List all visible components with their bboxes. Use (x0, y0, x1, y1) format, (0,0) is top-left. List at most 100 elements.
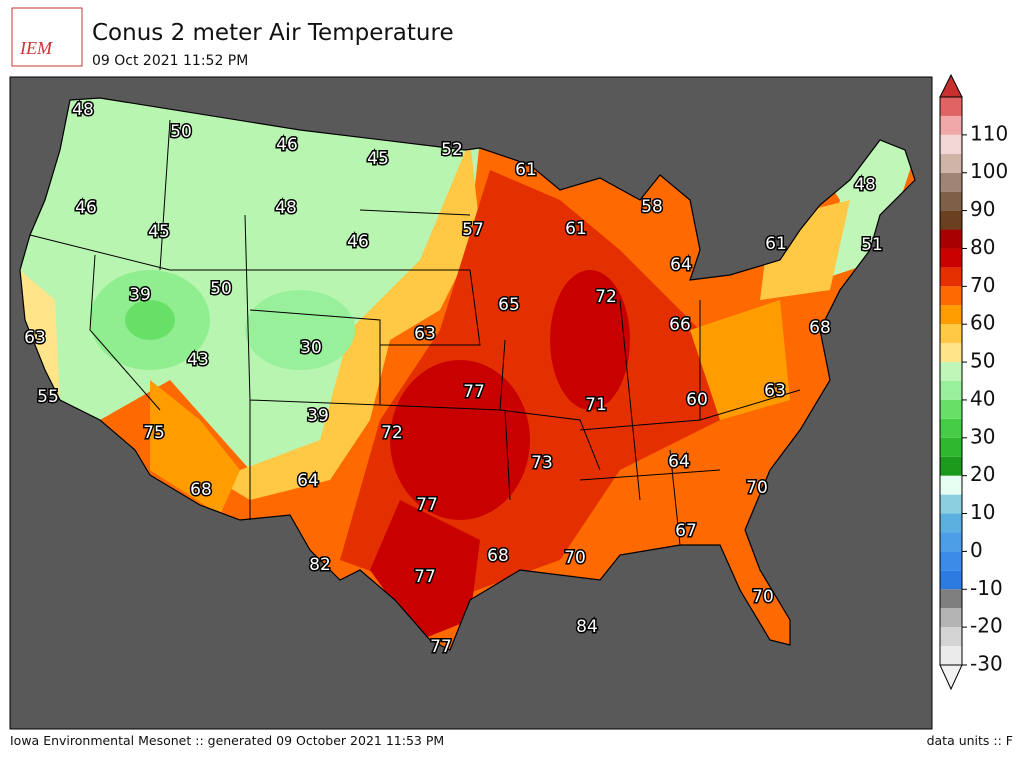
logo: IEM (19, 38, 53, 58)
temperature-label: 65 (498, 295, 520, 315)
footer-left: Iowa Environmental Mesonet :: generated … (10, 733, 444, 748)
colorbar-band (940, 267, 962, 287)
temperature-label: 52 (441, 140, 463, 160)
colorbar-band (940, 305, 962, 325)
temperature-label: 68 (487, 546, 509, 566)
temperature-label: 67 (675, 521, 697, 541)
temperature-label: 64 (297, 471, 319, 491)
colorbar-tick-label: 40 (970, 386, 995, 410)
colorbar-tick-label: 20 (970, 462, 995, 486)
temperature-label: 73 (531, 453, 553, 473)
colorbar-band (940, 324, 962, 344)
colorbar-band (940, 343, 962, 363)
colorbar-tick-label: 90 (970, 197, 995, 221)
temperature-label: 46 (75, 198, 97, 218)
colorbar-band (940, 362, 962, 381)
temperature-label: 61 (565, 219, 587, 239)
colorbar-band (940, 532, 962, 552)
temperature-label: 70 (746, 478, 768, 498)
subtitle: 09 Oct 2021 11:52 PM (92, 53, 248, 69)
colorbar-band (940, 513, 962, 533)
colorbar-tick-label: -20 (970, 614, 1003, 638)
temperature-label: 77 (416, 495, 438, 515)
temperature-label: 68 (809, 318, 831, 338)
colorbar-tick-label: 50 (970, 349, 995, 373)
colorbar-band (940, 134, 962, 154)
temperature-label: 77 (430, 637, 452, 657)
temperature-label: 68 (190, 480, 212, 500)
logo-box (11, 7, 83, 67)
temperature-label: 46 (276, 135, 298, 155)
colorbar-tick-label: 0 (970, 538, 983, 562)
temperature-label: 63 (414, 324, 436, 344)
temperature-label: 51 (861, 235, 883, 255)
temperature-label: 63 (764, 381, 786, 401)
temperature-label: 77 (414, 567, 436, 587)
colorbar-tick-label: 100 (970, 159, 1008, 183)
colorbar-tick-label: 10 (970, 500, 995, 524)
temperature-label: 58 (641, 197, 663, 217)
temperature-label: 30 (300, 338, 322, 358)
colorbar-border (939, 96, 963, 666)
colorbar-band (940, 191, 962, 211)
temperature-label: 64 (668, 452, 690, 472)
temperature-label: 77 (463, 382, 485, 402)
colorbar-band (940, 551, 962, 571)
colorbar-band (940, 248, 962, 268)
colorbar-band (940, 418, 962, 438)
colorbar-band (940, 399, 962, 419)
colorbar-band (940, 153, 962, 173)
temperature-label: 63 (24, 328, 46, 348)
map-labels: 48 50 46 45 52 61 46 48 58 45 46 57 61 61 48 51 64 39 50 65… (23, 99, 885, 659)
temperature-label: 48 (854, 175, 876, 195)
temperature-label: 57 (462, 220, 484, 240)
temperature-label: 48 (72, 100, 94, 120)
colorbar-band (940, 286, 962, 306)
temperature-label: 75 (143, 423, 165, 443)
temperature-label: 64 (670, 255, 692, 275)
temperature-label: 39 (129, 285, 151, 305)
colorbar-band (940, 608, 962, 628)
temperature-label: 46 (347, 232, 369, 252)
temperature-label: 45 (367, 149, 389, 169)
colorbar-tick-label: 30 (970, 424, 995, 448)
temperature-label: 45 (148, 222, 170, 242)
colorbar-band (940, 627, 962, 647)
temperature-label: 72 (381, 423, 403, 443)
temperature-label: 72 (595, 287, 617, 307)
temperature-label: 84 (576, 617, 598, 637)
temperature-label: 66 (669, 315, 691, 335)
temperature-label: 71 (585, 395, 607, 415)
colorbar-band (940, 172, 962, 192)
temperature-label: 61 (765, 234, 787, 254)
temperature-label: 60 (686, 390, 708, 410)
temperature-label: 61 (515, 160, 537, 180)
temperature-label: 82 (309, 555, 331, 575)
footer-right: data units :: F (927, 733, 1013, 748)
temperature-label: 70 (564, 548, 586, 568)
temperature-label: 50 (210, 279, 232, 299)
colorbar-band (940, 570, 962, 590)
temperature-label: 43 (187, 350, 209, 370)
colorbar-band (940, 437, 962, 457)
temperature-label: 55 (37, 387, 59, 407)
colorbar-band (940, 381, 962, 400)
colorbar-band (940, 97, 962, 116)
colorbar-band (940, 229, 962, 249)
colorbar-band (940, 210, 962, 230)
colorbar-tick-label: 60 (970, 311, 995, 335)
temperature-label: 39 (307, 406, 329, 426)
colorbar-tick-label: 80 (970, 235, 995, 259)
colorbar-band (940, 456, 962, 476)
temperature-label: 50 (170, 122, 192, 142)
colorbar: -30 -20 -10 0 10 20 30 40 50 60 70 80 90 100 110 (939, 73, 1008, 691)
temperature-label: 70 (752, 587, 774, 607)
colorbar-tick-label: -10 (970, 576, 1003, 600)
state-lines (29, 119, 801, 546)
title: Conus 2 meter Air Temperature (92, 20, 454, 46)
colorbar-band (940, 589, 962, 609)
colorbar-arrow-top (939, 73, 963, 98)
colorbar-tick-label: 110 (970, 121, 1008, 145)
colorbar-arrow-bottom (939, 664, 963, 691)
